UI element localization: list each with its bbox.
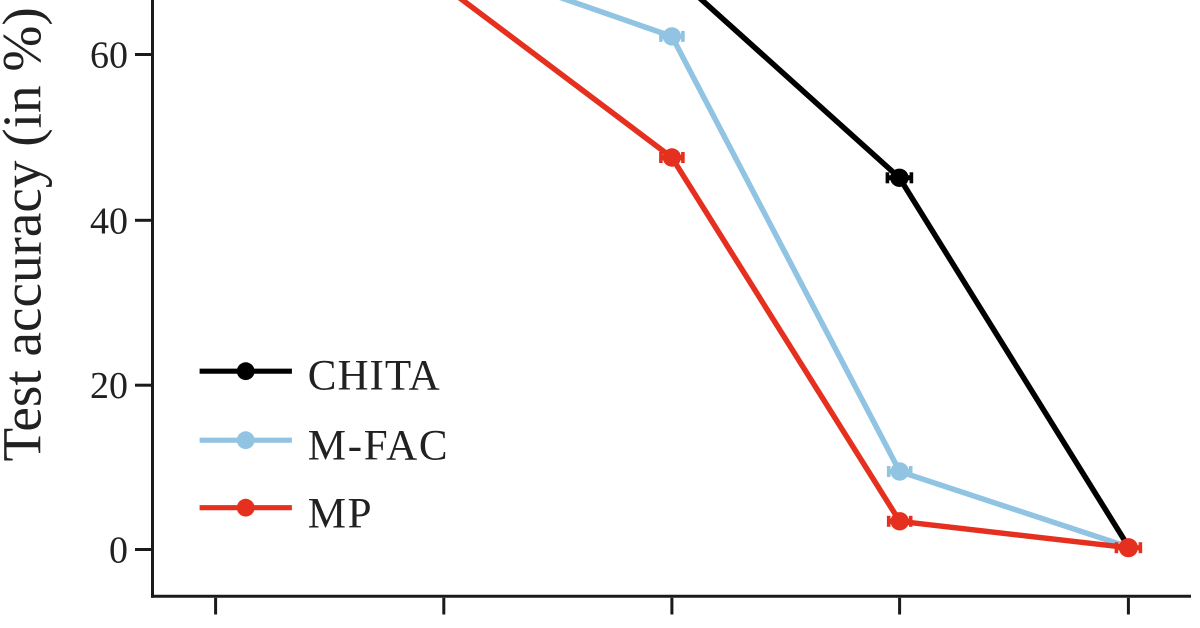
svg-text:0: 0: [109, 530, 128, 572]
svg-text:M-FAC: M-FAC: [308, 423, 450, 470]
svg-text:60: 60: [90, 35, 128, 77]
svg-text:MP: MP: [308, 490, 373, 537]
svg-text:Test accuracy (in %): Test accuracy (in %): [0, 7, 53, 461]
svg-text:CHITA: CHITA: [308, 352, 441, 399]
svg-text:40: 40: [90, 200, 128, 242]
svg-text:20: 20: [90, 365, 128, 407]
